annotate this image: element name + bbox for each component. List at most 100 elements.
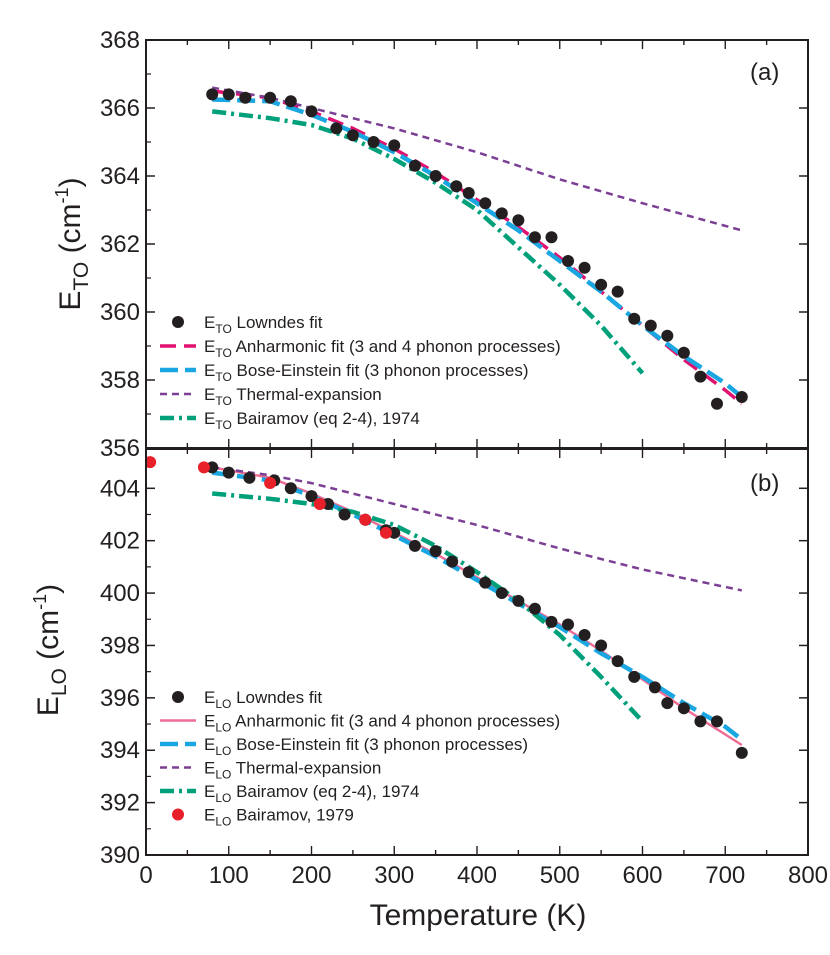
panel-b-point-lowndes	[446, 555, 459, 568]
panel-b-point-lowndes	[562, 618, 575, 631]
panel-b-ytick-label: 400	[100, 580, 140, 607]
legend-label-bose: ELO Bose-Einstein fit (3 phonon processe…	[204, 735, 528, 758]
panel-a-point-lowndes	[305, 105, 318, 118]
panel-b-point-lowndes	[429, 545, 442, 558]
panel-a-point-lowndes	[284, 95, 297, 108]
legend-label-bairamov79: ELO Bairamov, 1979	[204, 806, 354, 829]
panel-a-point-lowndes	[661, 329, 674, 342]
panel-a-point-lowndes	[578, 261, 591, 274]
panel-a-point-lowndes	[479, 197, 492, 210]
panel-b-ylabel: ELO (cm-1)	[30, 584, 71, 716]
panel-b-ytick-label: 390	[100, 842, 140, 869]
panel-b-point-lowndes	[648, 681, 661, 694]
panel-b-point-lowndes	[462, 566, 475, 579]
panel-a-eto: 356 358 360 362 364 366 368 (a) ETO Lowndes fi…	[52, 27, 809, 462]
panel-a-ytick-label: 356	[100, 435, 140, 462]
panel-a-point-lowndes	[450, 180, 463, 193]
panel-b-point-bairamov79	[146, 456, 157, 469]
panel-b-point-lowndes	[284, 482, 297, 495]
legend-label-lowndes: ELO Lowndes fit	[204, 688, 322, 711]
legend-label-thermal: ETO Thermal-expansion	[204, 385, 382, 408]
panel-a-point-lowndes	[735, 391, 748, 403]
x-tick-label: 700	[705, 862, 745, 889]
panel-a-point-lowndes	[644, 319, 657, 332]
x-tick-label: 0	[139, 862, 152, 889]
panel-b-ytick-label: 396	[100, 685, 140, 712]
panel-a-point-lowndes	[264, 91, 277, 104]
panel-b-ytick-label: 394	[100, 737, 140, 764]
x-tick-label: 100	[209, 862, 249, 889]
legend-label-bose: ETO Bose-Einstein fit (3 phonon processe…	[204, 361, 529, 384]
panel-a-point-lowndes	[408, 159, 421, 172]
panel-b-point-bairamov79	[359, 513, 372, 526]
panel-a-point-lowndes	[367, 136, 380, 148]
panel-a-point-lowndes	[512, 214, 525, 227]
legend-label-bairamov_eq: ETO Bairamov (eq 2-4), 1974	[204, 409, 420, 432]
x-tick-label: 600	[622, 862, 662, 889]
panel-b-point-bairamov79	[313, 498, 326, 511]
panel-a-point-lowndes	[694, 370, 707, 383]
panel-a-point-lowndes	[206, 88, 219, 101]
panel-a-point-lowndes	[429, 170, 442, 182]
panel-a-ytick-label: 358	[100, 367, 140, 394]
panel-a-ylabel: ETO (cm-1)	[52, 177, 93, 310]
legend-marker-lowndes	[172, 691, 184, 703]
panel-b-point-lowndes	[512, 594, 525, 607]
panel-b-point-lowndes	[243, 471, 256, 484]
panel-a-point-lowndes	[462, 187, 475, 199]
panel-b-point-lowndes	[628, 670, 641, 683]
panel-b-point-lowndes	[338, 508, 351, 521]
x-tick-label: 800	[788, 862, 828, 889]
panel-a-point-lowndes	[239, 91, 252, 104]
panel-a-point-lowndes	[495, 207, 508, 220]
legend-label-thermal: ELO Thermal-expansion	[204, 759, 381, 782]
panel-b-point-lowndes	[222, 466, 235, 479]
x-axis-title: Temperature (K)	[370, 899, 587, 932]
panel-a-point-lowndes	[710, 397, 723, 410]
panel-b-point-lowndes	[661, 697, 674, 710]
x-tick-label: 500	[540, 862, 580, 889]
panel-b-point-lowndes	[495, 587, 508, 600]
panel-a-series-thermal	[211, 86, 743, 232]
panel-b-point-lowndes	[479, 576, 492, 589]
panel-a-point-lowndes	[628, 312, 641, 325]
panel-b-point-lowndes	[578, 628, 591, 641]
panel-a-ytick-label: 366	[100, 95, 140, 122]
panel-b-series-bairamov_eq	[211, 491, 645, 723]
panel-a-point-lowndes	[528, 231, 541, 244]
panel-b-elo: 390 392 394 396 398 400 402 404 0 100 200 300 400 50…	[30, 448, 828, 932]
panel-b-point-bairamov79	[197, 461, 210, 474]
panel-a-series-anharmonic	[211, 89, 743, 406]
panel-a-point-lowndes	[677, 346, 690, 359]
panel-a-point-lowndes	[346, 129, 359, 142]
panel-b-ytick-label: 402	[100, 528, 140, 555]
legend-label-anharmonic: ETO Anharmonic fit (3 and 4 phonon proce…	[204, 337, 561, 360]
panel-a-ytick-label: 362	[100, 231, 140, 258]
panel-b-point-lowndes	[677, 702, 690, 715]
panel-a-label: (a)	[750, 59, 779, 86]
panel-b-point-lowndes	[322, 498, 335, 511]
panel-b-point-lowndes	[305, 490, 318, 503]
panel-b-point-lowndes	[710, 715, 723, 728]
x-tick-label: 300	[374, 862, 414, 889]
panel-b-point-lowndes	[595, 639, 608, 652]
panel-a-point-lowndes	[562, 255, 575, 267]
panel-a-point-lowndes	[611, 285, 624, 298]
x-tick-label: 400	[457, 862, 497, 889]
legend-label-lowndes: ETO Lowndes fit	[204, 313, 323, 336]
panel-a-point-lowndes	[595, 278, 608, 291]
legend-marker-lowndes	[172, 316, 184, 328]
panel-b-label: (b)	[750, 470, 779, 497]
panel-a-point-lowndes	[388, 139, 401, 152]
panel-b-point-lowndes	[408, 539, 421, 552]
panel-b-point-lowndes	[611, 655, 624, 668]
panel-a-point-lowndes	[330, 122, 343, 135]
panel-b-point-lowndes	[694, 715, 707, 728]
panel-b-point-lowndes	[735, 746, 748, 759]
panel-b-point-bairamov79	[264, 477, 277, 490]
panel-a-point-lowndes	[545, 231, 558, 244]
panel-b-point-lowndes	[528, 602, 541, 615]
